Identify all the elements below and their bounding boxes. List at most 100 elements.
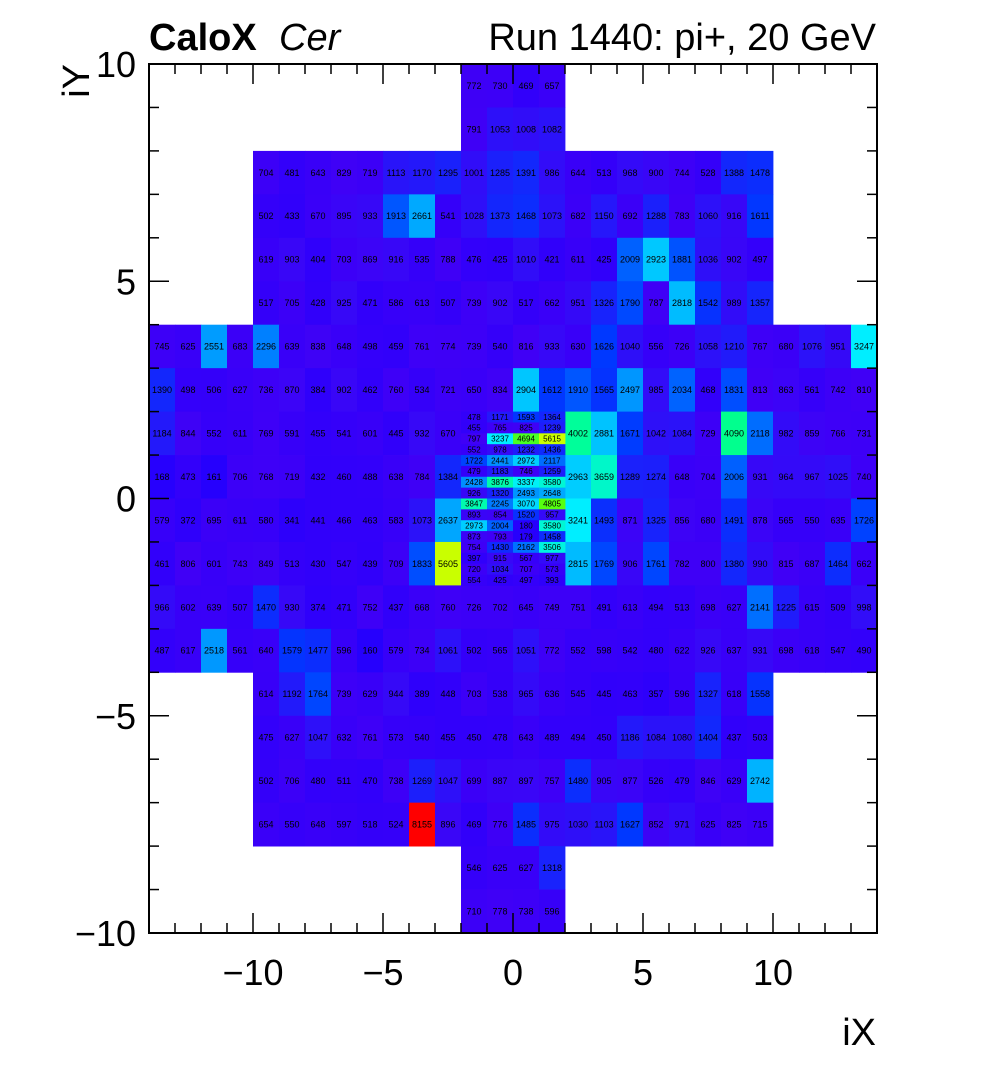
- tower-cell-label: 471: [336, 602, 351, 612]
- tower-cell: [487, 889, 514, 934]
- tower-cell-label: 1913: [386, 211, 406, 221]
- tower-cell-label: 743: [232, 559, 247, 569]
- fine-tower-cell-label: 1458: [543, 532, 561, 541]
- tower-cell-label: 900: [648, 168, 663, 178]
- tower-cell-label: 1542: [698, 298, 718, 308]
- tower-cell: [825, 411, 852, 456]
- tower-cell-label: 965: [518, 689, 533, 699]
- y-tick-label: −5: [95, 696, 136, 737]
- tower-cell-label: 731: [856, 428, 871, 438]
- tower-cell-label: 528: [700, 168, 715, 178]
- tower-cell-label: 776: [492, 820, 507, 830]
- tower-cell-label: 643: [518, 733, 533, 743]
- fine-tower-cell: [539, 574, 566, 586]
- tower-cell: [357, 498, 384, 543]
- tower-cell: [695, 237, 722, 282]
- fine-tower-cell-label: 1722: [465, 456, 483, 465]
- tower-cell: [669, 150, 696, 195]
- tower-cell-label: 2009: [620, 255, 640, 265]
- tower-cell: [643, 759, 670, 804]
- tower-cell-label: 1061: [438, 646, 458, 656]
- tower-cell: [461, 368, 488, 412]
- tower-cell-label: 596: [336, 646, 351, 656]
- tower-cell: [253, 368, 280, 412]
- tower-cell-label: 670: [440, 428, 455, 438]
- tower-cell-label: 895: [336, 211, 351, 221]
- tower-cell-label: 3247: [854, 342, 874, 352]
- y-tick-label: 10: [96, 44, 136, 85]
- tower-cell: [331, 715, 358, 760]
- tower-cell: [695, 498, 722, 543]
- tower-cell-label: 2296: [256, 342, 276, 352]
- tower-cell: [513, 194, 540, 239]
- tower-cell-label: 513: [596, 168, 611, 178]
- tower-cell: [513, 585, 540, 630]
- tower-cell-label: 552: [206, 428, 221, 438]
- tower-cell-label: 502: [258, 776, 273, 786]
- fine-tower-cell: [513, 433, 540, 445]
- tower-cell: [851, 455, 878, 499]
- chart-title-run: Run 1440: pi+, 20 GeV: [488, 17, 876, 59]
- tower-cell-label: 706: [232, 472, 247, 482]
- tower-cell-label: 502: [466, 646, 481, 656]
- tower-cell-label: 1210: [724, 342, 744, 352]
- fine-tower-cell: [513, 455, 540, 467]
- tower-cell: [539, 715, 566, 760]
- tower-cell-label: 432: [310, 472, 325, 482]
- tower-cell: [435, 498, 462, 543]
- tower-cell-label: 680: [700, 515, 715, 525]
- tower-cell-label: 966: [154, 602, 169, 612]
- tower-cell: [695, 672, 722, 717]
- tower-cell-label: 736: [258, 385, 273, 395]
- tower-cell-label: 1380: [724, 559, 744, 569]
- tower-cell: [357, 585, 384, 630]
- tower-cell: [461, 64, 488, 108]
- tower-cell-label: 425: [492, 255, 507, 265]
- tower-cell-label: 1831: [724, 385, 744, 395]
- tower-cell-label: 498: [362, 342, 377, 352]
- fine-tower-cell: [513, 487, 540, 499]
- tower-cell-label: 1391: [516, 168, 536, 178]
- tower-cell-label: 931: [752, 472, 767, 482]
- tower-cell-label: 498: [180, 385, 195, 395]
- fine-tower-cell-label: 4694: [517, 435, 535, 444]
- tower-cell: [383, 585, 410, 630]
- tower-cell: [409, 281, 436, 326]
- tower-cell: [617, 194, 644, 239]
- tower-cell-label: 565: [778, 515, 793, 525]
- tower-cell-label: 871: [622, 515, 637, 525]
- tower-cell: [565, 628, 592, 673]
- tower-cell-label: 744: [674, 168, 689, 178]
- tower-cell-label: 772: [466, 81, 481, 91]
- tower-cell-label: 460: [336, 472, 351, 482]
- tower-cell: [591, 715, 618, 760]
- tower-cell: [331, 672, 358, 717]
- tower-cell: [253, 802, 280, 847]
- tower-cell: [305, 628, 332, 673]
- tower-cell-label: 494: [570, 733, 585, 743]
- tower-cell-label: 494: [648, 602, 663, 612]
- tower-cell: [773, 498, 800, 543]
- tower-cell: [669, 281, 696, 326]
- tower-cell: [617, 498, 644, 543]
- tower-cell-label: 475: [258, 733, 273, 743]
- tower-cell-label: 8155: [412, 820, 432, 830]
- x-tick-label: 10: [753, 952, 793, 993]
- tower-cell: [149, 324, 176, 369]
- tower-cell-label: 1053: [490, 124, 510, 134]
- tower-cell: [149, 541, 176, 586]
- tower-cell: [357, 368, 384, 412]
- tower-cell-label: 433: [284, 211, 299, 221]
- tower-cell-label: 1318: [542, 863, 562, 873]
- tower-cell: [461, 150, 488, 195]
- tower-cell: [175, 368, 202, 412]
- tower-cell-label: 168: [154, 472, 169, 482]
- tower-cell-label: 490: [856, 646, 871, 656]
- tower-cell: [617, 802, 644, 847]
- fine-tower-cell-label: 3847: [465, 500, 483, 509]
- tower-cell: [747, 455, 774, 499]
- fine-tower-cell: [487, 465, 514, 478]
- tower-cell-label: 357: [648, 689, 663, 699]
- y-tick-label: 5: [116, 261, 136, 302]
- tower-cell: [357, 715, 384, 760]
